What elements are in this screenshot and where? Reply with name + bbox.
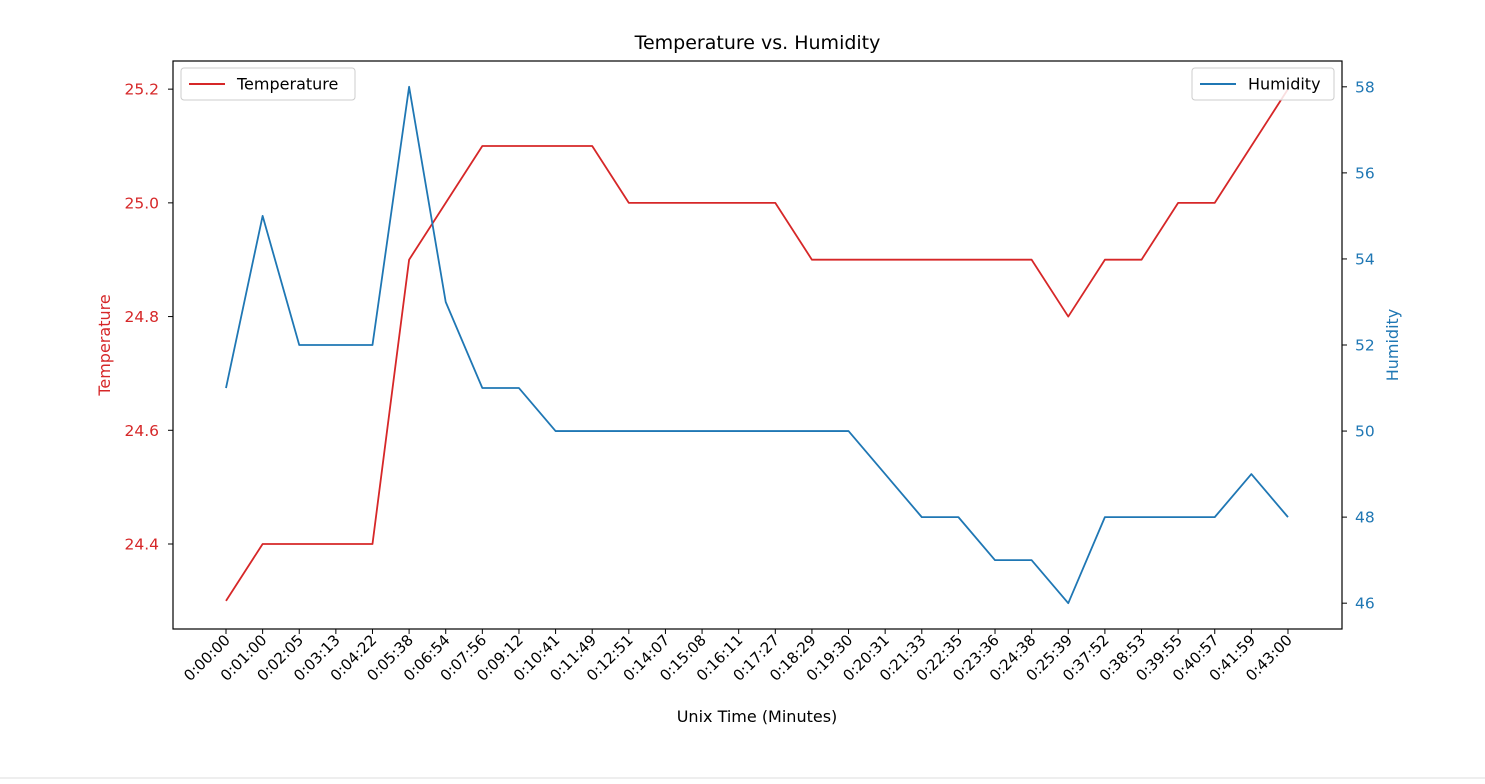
left-y-tick-label: 25.0 (124, 194, 159, 212)
legend-label: Humidity (1248, 75, 1321, 94)
legend-label: Temperature (236, 75, 338, 94)
bottom-divider (0, 777, 1485, 779)
right-y-tick-label: 48 (1355, 509, 1375, 527)
right-y-tick-label: 50 (1355, 423, 1375, 441)
left-y-tick-label: 24.4 (124, 535, 159, 553)
left-y-axis-title: Temperature (95, 294, 114, 396)
humidity-line (225, 85, 1289, 605)
left-y-tick-label: 25.2 (124, 81, 159, 99)
left-y-tick-label: 24.6 (124, 422, 159, 440)
right-y-tick-label: 54 (1355, 250, 1375, 268)
legend-box (1191, 67, 1335, 101)
right-y-tick-label: 46 (1355, 595, 1375, 613)
chart-title: Temperature vs. Humidity (634, 32, 881, 54)
right-y-tick-label: 52 (1355, 337, 1375, 355)
series-lines-group (225, 85, 1289, 605)
temperature-line (225, 88, 1289, 602)
left-y-tick-label: 24.8 (124, 308, 159, 326)
right-y-tick-label: 56 (1355, 164, 1375, 182)
right-y-axis-title: Humidity (1383, 309, 1402, 382)
right-y-tick-label: 58 (1355, 78, 1375, 96)
legend-box (180, 67, 356, 101)
labels-group: Temperature vs. Humidity Unix Time (Minu… (95, 32, 1402, 726)
temperature-legend: Temperature (180, 67, 356, 101)
x-axis-title: Unix Time (Minutes) (677, 707, 838, 726)
tick-marks-group: 0:00:000:01:000:02:050:03:130:04:220:05:… (124, 78, 1374, 684)
legends-group: Temperature Humidity (180, 67, 1335, 101)
humidity-legend: Humidity (1191, 67, 1335, 101)
